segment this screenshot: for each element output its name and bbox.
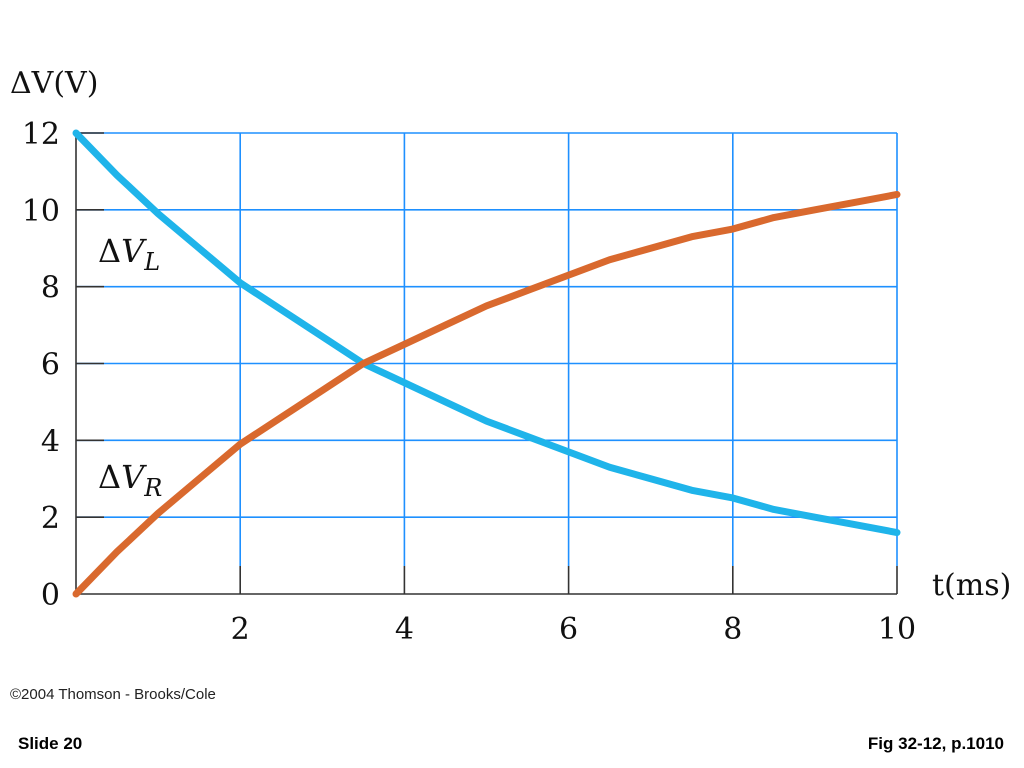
slide-number: Slide 20	[18, 734, 83, 753]
chart-series	[72, 129, 901, 598]
y-tick-label-12: 12	[22, 117, 60, 152]
series-line-vl	[72, 129, 901, 537]
series-line-vr	[72, 190, 901, 598]
figure-reference: Fig 32-12, p.1010	[867, 734, 1004, 753]
y-tick-label-2: 2	[41, 501, 60, 536]
y-tick-label-8: 8	[41, 271, 60, 306]
y-tick-label-10: 10	[22, 194, 60, 229]
series-label-vr: ΔVR	[98, 458, 162, 502]
y-tick-label-0: 0	[41, 578, 60, 613]
x-tick-label-6: 6	[559, 612, 578, 647]
x-tick-label-4: 4	[395, 612, 414, 647]
x-tick-label-8: 8	[723, 612, 742, 647]
x-tick-label-10: 10	[878, 612, 916, 647]
x-tick-label-2: 2	[231, 612, 250, 647]
copyright-notice: ©2004 Thomson - Brooks/Cole	[10, 686, 216, 703]
y-tick-label-6: 6	[41, 348, 60, 383]
axis-ticks	[75, 132, 898, 595]
y-tick-label-4: 4	[41, 424, 60, 459]
series-label-vl: ΔVL	[98, 232, 160, 276]
y-axis-label: ΔV(V)	[10, 66, 98, 101]
x-axis-label: t(ms)	[932, 568, 1011, 603]
chart-grid	[76, 132, 898, 566]
tick-labels: 2 4 6 8 10 0 2 4 6 8 10 12	[22, 117, 916, 647]
